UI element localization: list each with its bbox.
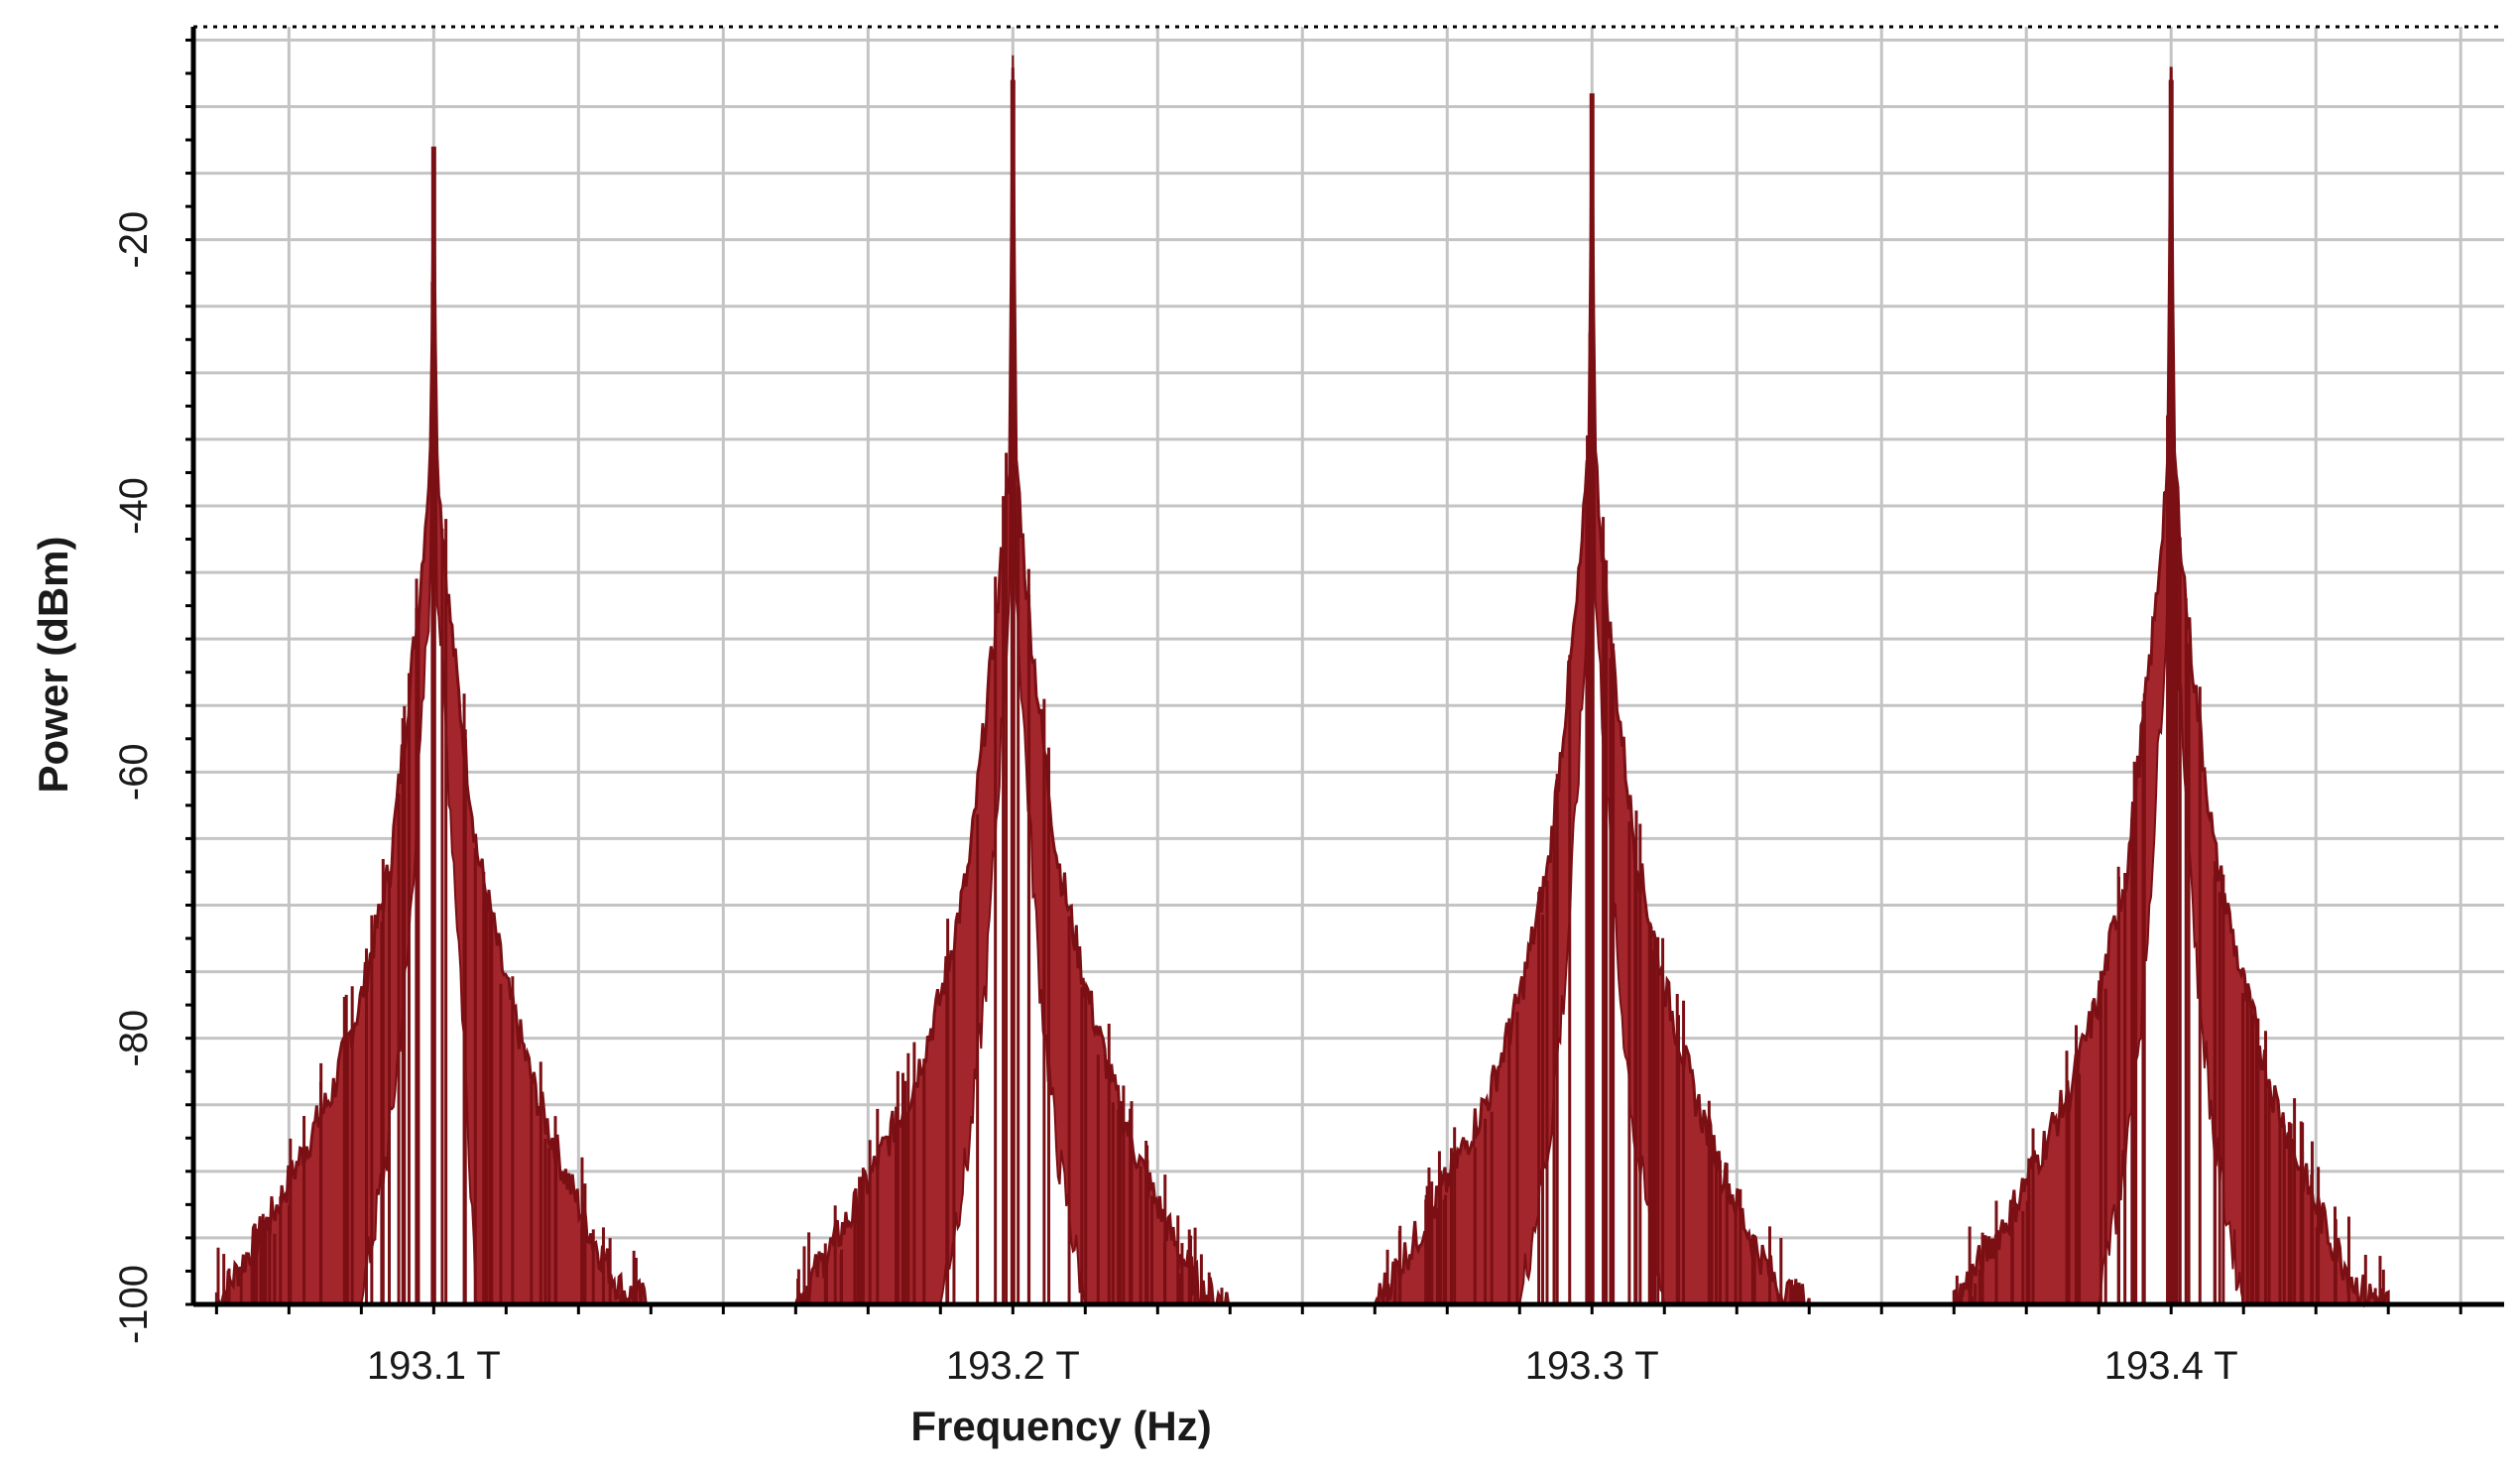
y-axis-title: Power (dBm) [30, 536, 76, 793]
spectrum-peak-4 [1952, 66, 2390, 1308]
spectrum-peak-1 [214, 146, 652, 1306]
y-tick-label: -80 [112, 1010, 156, 1067]
y-tick-label: -20 [112, 211, 156, 269]
y-tick-label: -100 [112, 1265, 156, 1344]
y-tick-label: -60 [112, 743, 156, 801]
y-tick-label: -40 [112, 477, 156, 535]
tick-labels: 193.1 T 193.2 T 193.3 T 193.4 T -20 -40 -60 -80… [112, 211, 2238, 1388]
data-layer [214, 55, 2390, 1308]
spectrum-peak-2 [793, 55, 1231, 1307]
x-axis-title: Frequency (Hz) [910, 1403, 1211, 1449]
axes [185, 25, 2504, 1314]
x-tick-label: 193.2 T [946, 1344, 1080, 1388]
x-tick-label: 193.3 T [1525, 1344, 1659, 1388]
x-tick-label: 193.1 T [367, 1344, 501, 1388]
spectrum-peak-3 [1373, 93, 1811, 1306]
x-tick-label: 193.4 T [2104, 1344, 2238, 1388]
